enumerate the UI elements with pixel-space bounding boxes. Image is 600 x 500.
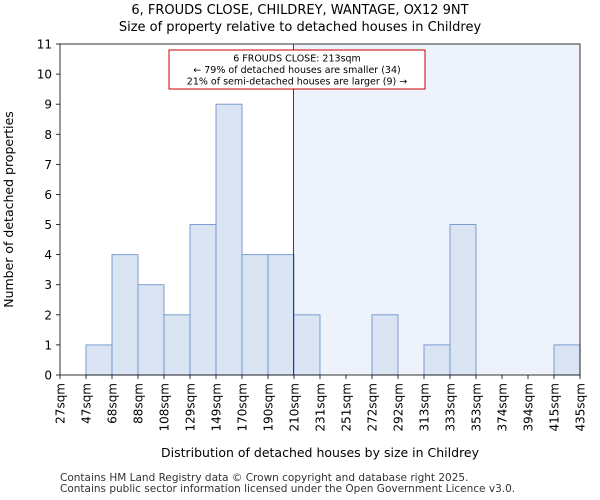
x-tick-label: 272sqm: [366, 383, 380, 431]
x-tick-label: 68sqm: [106, 383, 120, 424]
chart-subtitle: Size of property relative to detached ho…: [118, 20, 482, 35]
y-tick-label: 2: [44, 308, 52, 322]
x-axis-label: Distribution of detached houses by size …: [161, 445, 480, 460]
annotation-box: 6 FROUDS CLOSE: 213sqm ← 79% of detached…: [168, 49, 426, 90]
x-tick-label: 353sqm: [470, 383, 484, 431]
y-axis-label: Number of detached properties: [1, 111, 16, 308]
highlight-region: [293, 44, 580, 375]
x-tick-label: 190sqm: [262, 383, 276, 431]
footer-copyright: Contains HM Land Registry data © Crown c…: [60, 472, 469, 484]
y-tick-label: 4: [44, 248, 52, 262]
annotation-line-2: ← 79% of detached houses are smaller (34…: [193, 65, 400, 76]
x-tick-label: 149sqm: [210, 383, 224, 431]
x-tick-label: 88sqm: [132, 383, 146, 424]
bar-210sqm: [293, 314, 321, 376]
x-tick-label: 394sqm: [522, 383, 536, 431]
y-tick-label: 7: [44, 158, 52, 172]
x-tick-label: 170sqm: [236, 383, 250, 431]
bar-68sqm: [111, 254, 139, 376]
bar-108sqm: [163, 314, 191, 376]
footer-licence: Contains public sector information licen…: [60, 483, 516, 495]
x-tick-label: 108sqm: [158, 383, 172, 431]
x-tick-label: 292sqm: [392, 383, 406, 431]
y-tick-label: 0: [44, 369, 52, 383]
bar-415sqm: [553, 344, 581, 376]
y-tick-label: 8: [44, 128, 52, 142]
x-tick-label: 415sqm: [548, 383, 562, 431]
bar-47sqm: [85, 344, 113, 376]
bar-333sqm: [449, 224, 477, 376]
bar-170sqm: [241, 254, 269, 376]
y-tick-label: 6: [44, 188, 52, 202]
y-tick-label: 1: [44, 338, 52, 352]
x-tick-label: 231sqm: [314, 383, 328, 431]
bar-313sqm: [423, 344, 451, 376]
x-tick-label: 374sqm: [496, 383, 510, 431]
x-tick-label: 47sqm: [80, 383, 94, 424]
y-tick-label: 5: [44, 218, 52, 232]
bar-88sqm: [137, 284, 165, 376]
y-tick-label: 9: [44, 98, 52, 112]
annotation-line-3: 21% of semi-detached houses are larger (…: [187, 77, 407, 88]
x-tick-label: 435sqm: [574, 383, 588, 431]
bar-190sqm: [267, 254, 295, 376]
annotation-line-1: 6 FROUDS CLOSE: 213sqm: [233, 54, 361, 65]
x-tick-label: 129sqm: [184, 383, 198, 431]
bar-129sqm: [189, 224, 217, 376]
x-tick-label: 210sqm: [288, 383, 302, 431]
x-tick-label: 251sqm: [340, 383, 354, 431]
chart-title: 6, FROUDS CLOSE, CHILDREY, WANTAGE, OX12…: [131, 3, 469, 18]
bar-272sqm: [371, 314, 399, 376]
x-tick-label: 27sqm: [54, 383, 68, 424]
x-tick-label: 333sqm: [444, 383, 458, 431]
y-tick-label: 10: [37, 68, 52, 82]
y-tick-label: 3: [44, 278, 52, 292]
y-tick-label: 11: [37, 38, 52, 52]
bar-149sqm: [215, 103, 243, 376]
x-tick-label: 313sqm: [418, 383, 432, 431]
